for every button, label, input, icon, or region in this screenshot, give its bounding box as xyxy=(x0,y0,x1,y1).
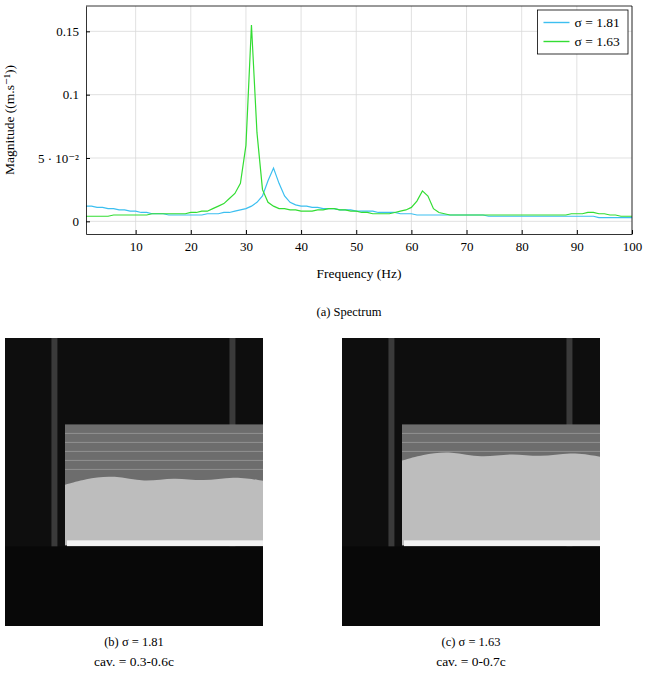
tick: 60 xyxy=(405,230,418,254)
tick: 0.15 xyxy=(56,24,90,39)
legend-entry: σ = 1.81 xyxy=(543,15,619,30)
tick-label: 100 xyxy=(623,239,643,254)
photo-cavity-label: cav. = 0.3-0.6c xyxy=(94,654,174,669)
grid-line-y xyxy=(86,221,632,222)
tick-mark xyxy=(577,230,578,234)
tick: 5 · 10⁻² xyxy=(38,151,90,166)
tick-mark xyxy=(522,230,523,234)
grid-line-x xyxy=(466,6,467,234)
photo-plate-line xyxy=(402,442,600,443)
legend-label: σ = 1.63 xyxy=(574,34,620,49)
photo-cavity-label: cav. = 0-0.7c xyxy=(436,654,506,669)
axis-line xyxy=(87,234,633,235)
tick-label: 5 · 10⁻² xyxy=(38,151,79,166)
x-axis-title: Frequency (Hz) xyxy=(316,266,401,281)
series-line xyxy=(86,168,632,217)
grid-line-x xyxy=(190,6,191,234)
grid-line-y xyxy=(86,94,632,95)
tick-label: 90 xyxy=(571,239,584,254)
tick-label: 30 xyxy=(240,239,253,254)
chart-caption: (a) Spectrum xyxy=(317,305,382,319)
tick-mark xyxy=(356,230,357,234)
photo-plate xyxy=(65,424,263,545)
photo-edge-shade xyxy=(342,546,600,626)
figure: 10 20 30 40 50 60 70 80 90 100 0 5 · 10⁻² 0.1 0.15 Fre… xyxy=(0,0,652,681)
grid-line-x xyxy=(135,6,136,234)
grid-line-x xyxy=(356,6,357,234)
tick-mark xyxy=(136,230,137,234)
tick-label: 40 xyxy=(295,239,308,254)
legend-swatch xyxy=(543,22,569,23)
photo-plate xyxy=(402,424,600,545)
tick-mark xyxy=(86,95,90,96)
tick-label: 0.15 xyxy=(56,24,79,39)
y-axis: 0 5 · 10⁻² 0.1 0.15 xyxy=(38,7,90,235)
axis-line xyxy=(86,7,87,235)
grid-line-x xyxy=(301,6,302,234)
photo-background xyxy=(5,338,263,626)
photo-caption: (c) σ = 1.63 xyxy=(442,635,501,649)
legend-swatch xyxy=(543,41,569,42)
grid-line-y xyxy=(86,158,632,159)
photo-plate-line xyxy=(65,451,263,452)
tick-label: 0.1 xyxy=(63,87,79,102)
tick-mark xyxy=(86,158,90,159)
tick-label: 80 xyxy=(516,239,529,254)
tick-mark xyxy=(411,230,412,234)
plot-frame xyxy=(86,6,632,234)
tick: 40 xyxy=(295,230,308,254)
tick-label: 50 xyxy=(350,239,363,254)
grid xyxy=(86,6,632,234)
tick-mark xyxy=(246,230,247,234)
photo-plate-line xyxy=(65,442,263,443)
tick: 0.1 xyxy=(63,87,90,102)
tick: 10 xyxy=(130,230,143,254)
x-axis: 10 20 30 40 50 60 70 80 90 100 xyxy=(87,230,643,254)
y-axis-title: Magnitude ((m.s⁻¹)) xyxy=(2,65,17,175)
photo-content xyxy=(5,338,263,626)
tick-mark xyxy=(301,230,302,234)
tick-mark xyxy=(86,221,90,222)
photo-background xyxy=(342,338,600,626)
photo-plate-line xyxy=(402,451,600,452)
legend-box xyxy=(537,10,628,54)
legend-entry: σ = 1.63 xyxy=(543,34,620,49)
tick-mark xyxy=(467,230,468,234)
photo-caption: (b) σ = 1.81 xyxy=(104,635,164,649)
tick-mark xyxy=(191,230,192,234)
photo-plate-line xyxy=(65,469,263,470)
tick-label: 10 xyxy=(130,239,143,254)
photo-plate-line xyxy=(65,433,263,434)
tick-mark xyxy=(86,31,90,32)
photo-plate-line xyxy=(402,433,600,434)
tick: 20 xyxy=(185,230,198,254)
tick: 0 xyxy=(73,214,91,229)
photo-edge-shade xyxy=(5,546,263,626)
photo-cavity xyxy=(65,477,263,546)
photo-plate-line xyxy=(65,460,263,461)
photo xyxy=(5,338,265,627)
grid-line-x xyxy=(521,6,522,234)
tick: 50 xyxy=(350,230,363,254)
grid-line-x xyxy=(411,6,412,234)
tick-label: 60 xyxy=(405,239,418,254)
tick-label: 20 xyxy=(185,239,198,254)
grid-line-x xyxy=(245,6,246,234)
photo-content xyxy=(342,338,600,626)
legend-label: σ = 1.81 xyxy=(574,15,619,30)
tick: 100 xyxy=(623,230,643,254)
tick-label: 0 xyxy=(73,214,80,229)
legend: σ = 1.81 σ = 1.63 xyxy=(537,10,628,54)
photo-edge xyxy=(404,540,600,546)
tick: 30 xyxy=(240,230,253,254)
tick: 90 xyxy=(571,230,584,254)
tick: 70 xyxy=(461,230,474,254)
tick: 80 xyxy=(516,230,529,254)
photo xyxy=(342,338,602,627)
photo-cavity xyxy=(402,452,600,545)
photo-edge xyxy=(67,540,263,546)
tick-label: 70 xyxy=(461,239,474,254)
